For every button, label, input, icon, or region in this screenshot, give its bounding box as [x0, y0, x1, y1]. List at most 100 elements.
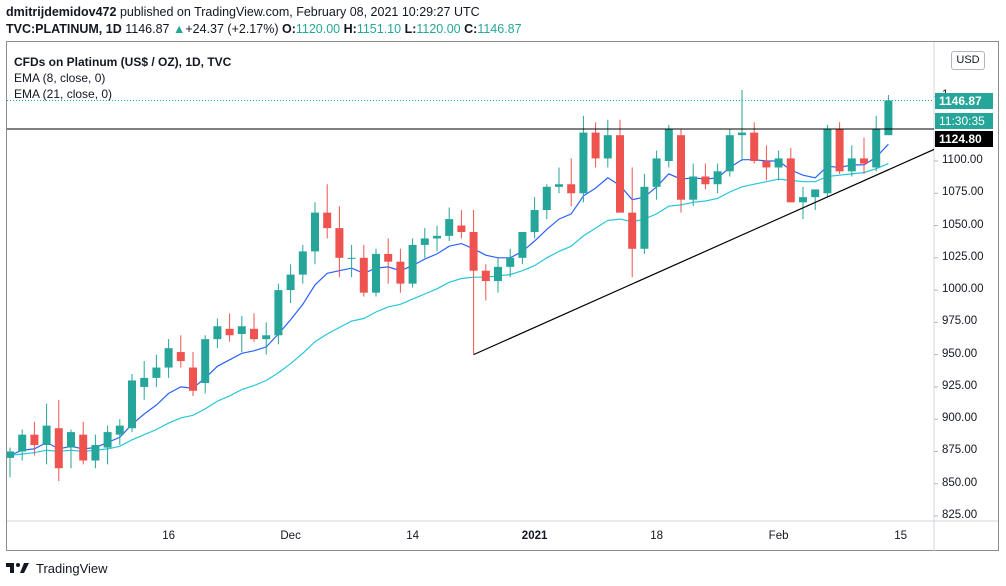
candle-body: [298, 251, 307, 275]
candle-body: [786, 158, 795, 203]
last-value: 1146.87: [125, 22, 170, 36]
ema21-line: [9, 163, 889, 456]
low-value: 1120.00: [416, 22, 461, 36]
countdown-tag: 11:30:35: [935, 113, 993, 129]
ohlc-header: TVC:PLATINUM, 1D 1146.87 ▲+24.37 (+2.17%…: [6, 22, 522, 36]
candle-body: [884, 100, 893, 136]
symbol-label: TVC:PLATINUM, 1D: [6, 22, 122, 36]
candle-body: [286, 274, 295, 291]
candle-body: [628, 212, 637, 249]
candle-body: [591, 132, 600, 159]
candle-body: [713, 171, 722, 185]
published-text: published on TradingView.com, February 0…: [119, 5, 480, 19]
candle-body: [530, 210, 539, 232]
candle-body: [603, 135, 612, 159]
candle-body: [664, 128, 673, 161]
candle-body: [542, 186, 551, 211]
candle-body: [835, 128, 844, 172]
close-label: C:: [464, 22, 478, 36]
high-value: 1151.10: [356, 22, 402, 36]
candle-body: [579, 132, 588, 194]
candle-body: [311, 212, 319, 252]
candle-body: [140, 377, 149, 387]
candle-body: [567, 184, 576, 194]
low-label: L:: [404, 22, 417, 36]
y-tick-label: 900.00: [942, 412, 978, 425]
hline-price-tag: 1124.80: [935, 131, 993, 147]
candle-body: [457, 225, 466, 232]
last-price-tag: 1146.87: [935, 93, 993, 109]
candle-body: [54, 428, 63, 469]
chart-legend: CFDs on Platinum (US$ / OZ), 1D, TVC EMA…: [14, 54, 231, 102]
candle-body: [152, 367, 161, 378]
high-label: H:: [343, 22, 357, 36]
candle-body: [274, 290, 283, 336]
x-tick-label: 18: [650, 530, 663, 542]
currency-button[interactable]: USD: [951, 51, 985, 70]
candle-body: [225, 328, 234, 336]
candle-body: [616, 135, 624, 213]
candle-body: [420, 238, 429, 245]
candle-body: [433, 235, 441, 239]
chart-frame: [6, 41, 999, 551]
candle-body: [396, 261, 405, 284]
candle-body: [335, 228, 344, 258]
footer-brand[interactable]: TradingView: [4, 560, 108, 576]
y-tick-label: 875.00: [942, 444, 978, 457]
candle-body: [42, 425, 51, 445]
y-tick-label: 1100.00: [942, 154, 983, 166]
candle-body: [79, 434, 88, 461]
y-tick-label: 925.00: [942, 379, 978, 392]
legend-title[interactable]: CFDs on Platinum (US$ / OZ), 1D, TVC: [14, 55, 232, 69]
candle-body: [506, 257, 515, 267]
candle-body: [774, 158, 783, 168]
candle-body: [555, 184, 563, 187]
ema8-line: [9, 143, 889, 456]
candle-body: [677, 135, 685, 200]
close-value: 1146.87: [477, 22, 522, 36]
x-tick-label: 15: [894, 530, 907, 542]
candle-body: [323, 212, 332, 229]
candle-body: [847, 158, 856, 172]
support-trendline: [473, 148, 934, 356]
candle-body: [738, 132, 746, 136]
candle-body: [213, 326, 222, 340]
candle-body: [469, 232, 478, 271]
candle-body: [30, 434, 39, 445]
change-value: +24.37 (+2.17%): [185, 22, 279, 36]
candle-body: [811, 189, 820, 198]
candle-body: [494, 266, 502, 282]
legend-ema21[interactable]: EMA (21, close, 0): [14, 87, 113, 101]
change-up-icon: ▲: [172, 22, 186, 36]
candle-body: [103, 432, 112, 448]
x-tick-label: Feb: [768, 530, 789, 542]
candle-body: [750, 132, 759, 161]
x-tick-label: 14: [406, 530, 419, 542]
tradingview-logo-icon: [6, 563, 29, 573]
candle-body: [762, 161, 771, 168]
y-tick-label: 975.00: [942, 315, 978, 328]
candle-body: [91, 445, 100, 461]
candle-body: [176, 352, 185, 362]
candle-body: [372, 253, 380, 293]
candle-body: [652, 158, 661, 187]
candle-body: [384, 253, 393, 262]
publish-info: dmitrijdemidov472 published on TradingVi…: [6, 5, 480, 19]
candle-body: [347, 257, 356, 259]
candle-body: [445, 219, 454, 236]
candle-body: [189, 367, 197, 391]
x-tick-label: 16: [162, 530, 175, 542]
candle-body: [518, 232, 527, 258]
open-label: O:: [281, 22, 296, 36]
candle-body: [201, 339, 210, 384]
candle-body: [408, 244, 417, 284]
y-tick-label: 1050.00: [942, 218, 984, 231]
plot-area[interactable]: [6, 90, 980, 482]
x-tick-label: Dec: [280, 530, 301, 542]
y-tick-label: 1025.00: [942, 250, 984, 263]
candle-body: [872, 128, 881, 168]
candle-body: [689, 176, 698, 200]
author-name[interactable]: dmitrijdemidov472: [6, 5, 117, 19]
legend-ema8[interactable]: EMA (8, close, 0): [14, 71, 106, 85]
